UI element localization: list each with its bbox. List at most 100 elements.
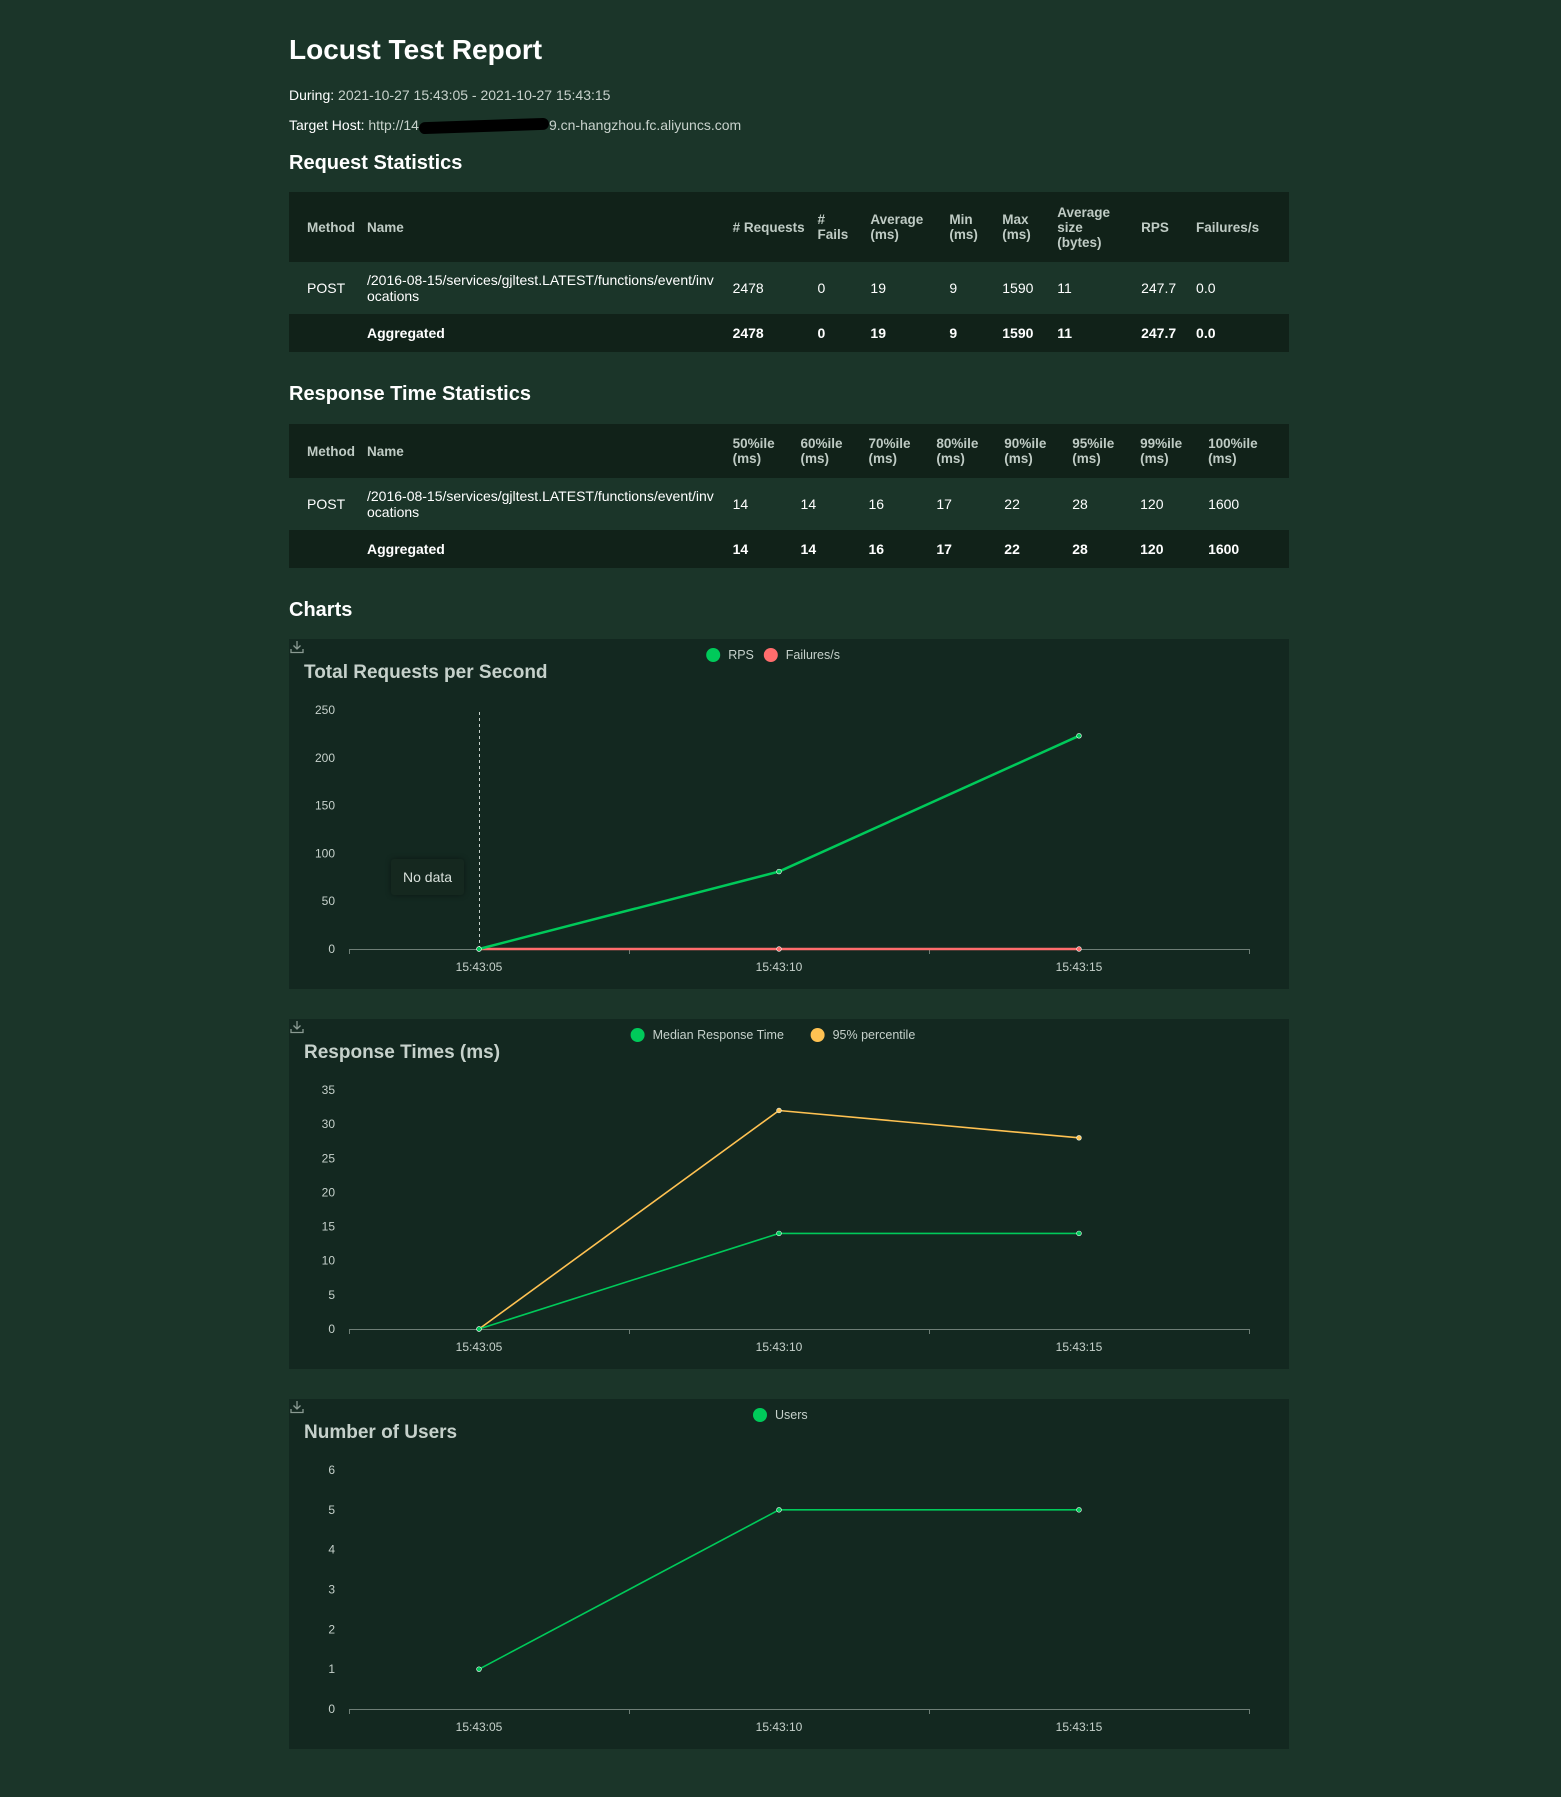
chart-title: Number of Users: [304, 1422, 457, 1443]
legend-label: RPS: [728, 648, 754, 662]
y-tick-label: 2: [328, 1622, 335, 1636]
aggregated-row: Aggregated 14 14 16 17 22 28 120 1600: [289, 530, 1289, 568]
cell-method: POST: [289, 262, 361, 314]
response-stats-table: Method Name 50%ile (ms) 60%ile (ms) 70%i…: [289, 424, 1289, 568]
response-stats-header-row: Method Name 50%ile (ms) 60%ile (ms) 70%i…: [289, 424, 1289, 478]
cell: 22: [1004, 541, 1020, 557]
y-tick-label: 35: [322, 1083, 336, 1097]
cell-method: POST: [289, 478, 361, 530]
during-label: During:: [289, 87, 335, 103]
cell: 17: [936, 541, 952, 557]
cell-name: /2016-08-15/services/gjltest.LATEST/func…: [361, 478, 727, 530]
cell: 1600: [1202, 478, 1289, 530]
cell: 11: [1051, 262, 1136, 314]
data-point: [776, 1230, 782, 1237]
legend-label: 95% percentile: [833, 1028, 916, 1042]
tooltip-no-data: No data: [391, 859, 465, 895]
cell: 16: [868, 541, 885, 557]
data-point: [1076, 1135, 1082, 1141]
download-icon[interactable]: [289, 639, 305, 655]
legend-marker: [763, 648, 778, 662]
x-tick-label: 15:43:05: [456, 1720, 503, 1734]
x-tick-label: 15:43:10: [756, 1720, 803, 1734]
series-line: [478, 1109, 1080, 1330]
series-line: [478, 1509, 1079, 1670]
legend-marker: [706, 648, 721, 662]
legend-label: Failures/s: [786, 648, 840, 662]
y-tick-label: 150: [315, 799, 335, 813]
col-header: Method: [307, 219, 355, 235]
cell: 28: [1072, 541, 1088, 557]
rps-chart: Total Requests per Second RPS Failures/s 0 5…: [289, 639, 1289, 989]
cell: 1590: [996, 262, 1052, 314]
cell: 14: [732, 541, 749, 557]
y-tick-label: 6: [328, 1463, 335, 1477]
download-icon[interactable]: [289, 1019, 305, 1035]
target-host-line: Target Host: http://14 9.cn-hangzhou.fc.a…: [289, 117, 741, 135]
data-point: [776, 1107, 782, 1114]
page-title: Locust Test Report: [289, 34, 543, 65]
col-header: Average size (bytes): [1057, 204, 1110, 250]
y-tick-label: 0: [328, 1322, 335, 1336]
y-tick-label: 200: [315, 751, 335, 765]
col-header: 90%ile (ms): [1004, 436, 1047, 466]
data-point: [1076, 1230, 1082, 1237]
target-host-label: Target Host:: [289, 117, 365, 133]
series-line: [478, 734, 1080, 951]
y-tick-label: 250: [315, 703, 335, 717]
cell: 1590: [1002, 325, 1034, 341]
cell: 28: [1066, 478, 1135, 530]
chart-canvas: Total Requests per Second RPS Failures/s 0 5…: [304, 648, 1250, 974]
data-point: [776, 946, 782, 952]
col-header: Name: [367, 219, 404, 235]
cell: [289, 314, 361, 352]
col-header: Method: [307, 443, 355, 459]
data-point: [476, 946, 482, 952]
request-stats-header-row: Method Name # Requests # Fails Average (…: [289, 192, 1289, 262]
target-host-prefix: http://14: [368, 117, 419, 133]
data-point: [1076, 1507, 1082, 1513]
during-value: 2021-10-27 15:43:05 - 2021-10-27 15:43:1…: [338, 87, 611, 103]
legend-label: Users: [775, 1408, 808, 1422]
col-header: 70%ile (ms): [868, 436, 911, 466]
cell: 19: [870, 325, 886, 341]
x-tick-label: 15:43:05: [456, 960, 503, 974]
y-tick-label: 25: [322, 1151, 336, 1165]
col-header: 95%ile (ms): [1072, 436, 1115, 466]
cell: [289, 530, 361, 568]
response-times-chart: Response Times (ms) Median Response Time 9…: [289, 1019, 1289, 1369]
cell: 9: [943, 262, 997, 314]
x-tick-label: 15:43:15: [1056, 1720, 1103, 1734]
col-header: Max (ms): [1002, 212, 1031, 242]
cell: 0: [817, 325, 826, 341]
download-icon[interactable]: [289, 1399, 305, 1415]
legend-marker: [630, 1028, 645, 1042]
col-header: 80%ile (ms): [936, 436, 979, 466]
charts-heading: Charts: [289, 599, 353, 621]
cell: 2478: [726, 262, 812, 314]
y-tick-label: 3: [328, 1583, 335, 1597]
x-tick-label: 15:43:05: [456, 1340, 503, 1354]
legend-marker: [753, 1408, 767, 1422]
cell: 247.7: [1135, 262, 1191, 314]
col-header: # Fails: [817, 212, 849, 242]
request-stats-heading: Request Statistics: [289, 152, 463, 174]
cell: 19: [864, 262, 944, 314]
y-tick-label: 15: [322, 1220, 336, 1234]
cell: 11: [1057, 325, 1073, 341]
table-row: POST /2016-08-15/services/gjltest.LATEST…: [289, 262, 1289, 314]
table-row: POST /2016-08-15/services/gjltest.LATEST…: [289, 478, 1289, 530]
response-stats-heading: Response Time Statistics: [289, 383, 531, 405]
series-line: [478, 1232, 1079, 1330]
cell-name: /2016-08-15/services/gjltest.LATEST/func…: [361, 262, 727, 314]
y-tick-label: 1: [328, 1662, 335, 1676]
y-tick-label: 50: [322, 894, 336, 908]
data-point: [1076, 946, 1082, 952]
request-stats-table: Method Name # Requests # Fails Average (…: [289, 192, 1289, 352]
y-tick-label: 100: [315, 846, 335, 860]
y-tick-label: 0: [328, 1702, 335, 1716]
during-line: During: 2021-10-27 15:43:05 - 2021-10-27…: [289, 87, 610, 103]
legend-label: Median Response Time: [653, 1028, 784, 1042]
col-header: 60%ile (ms): [800, 436, 843, 466]
chart-title: Total Requests per Second: [304, 662, 548, 683]
